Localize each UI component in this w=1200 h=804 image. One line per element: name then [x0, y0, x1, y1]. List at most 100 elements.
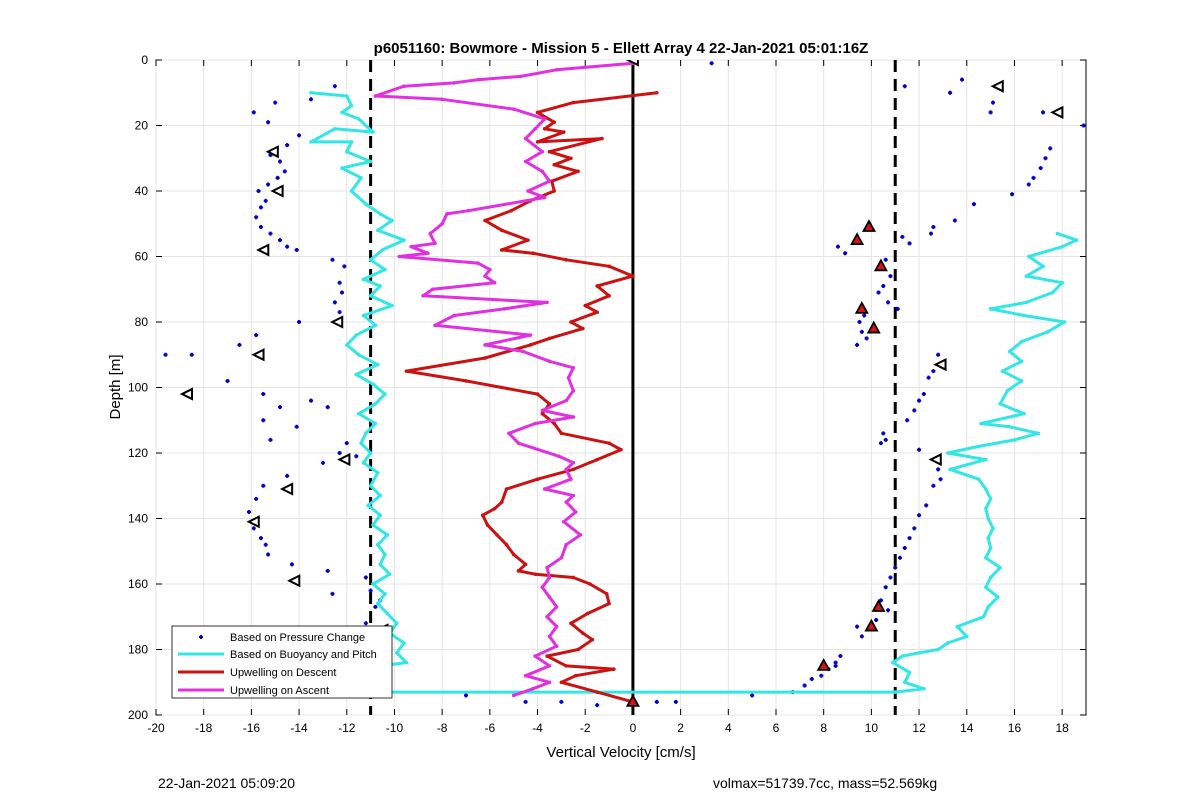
data-point-based-on-pressure-change [1026, 182, 1031, 187]
x-tick-label: 18 [1055, 721, 1069, 735]
legend-box [171, 625, 393, 699]
data-point-based-on-pressure-change [938, 477, 943, 482]
data-point-based-on-pressure-change [931, 225, 936, 230]
data-point-upwelling-on-ascent [545, 300, 549, 305]
data-point-upwelling-on-ascent [545, 565, 549, 570]
data-point-based-on-buoyancy-and-pitch [361, 461, 366, 465]
descent-triangle-marker [990, 79, 1004, 93]
data-point-upwelling-on-ascent [545, 614, 549, 619]
ascent-triangle-marker [625, 694, 640, 707]
data-point-based-on-buoyancy-and-pitch [356, 117, 361, 121]
data-point-upwelling-on-ascent [547, 595, 552, 599]
data-point-upwelling-on-descent [595, 310, 599, 314]
data-point-based-on-pressure-change [278, 159, 282, 164]
data-point-upwelling-on-ascent [523, 136, 528, 141]
legend-swatch-based-on-pressure-change [199, 635, 203, 639]
data-point-upwelling-on-ascent [571, 388, 576, 393]
data-point-based-on-buoyancy-and-pitch [385, 611, 390, 616]
data-point-based-on-pressure-change [883, 437, 888, 442]
data-point-based-on-pressure-change [263, 198, 268, 203]
data-point-based-on-buoyancy-and-pitch [378, 212, 382, 216]
data-point-based-on-buoyancy-and-pitch [1019, 339, 1024, 344]
data-point-upwelling-on-descent [547, 149, 552, 154]
data-point-upwelling-on-ascent [533, 654, 537, 658]
data-point-based-on-buoyancy-and-pitch [1007, 349, 1012, 354]
data-point-based-on-buoyancy-and-pitch [378, 513, 382, 518]
data-point-upwelling-on-descent [571, 575, 576, 580]
data-point-based-on-pressure-change [325, 568, 330, 573]
data-point-based-on-buoyancy-and-pitch [984, 506, 988, 511]
y-tick-label: 180 [128, 643, 148, 657]
data-point-upwelling-on-descent [559, 431, 564, 436]
data-point-based-on-buoyancy-and-pitch [936, 647, 940, 652]
data-point-upwelling-on-descent [569, 621, 573, 626]
data-point-upwelling-on-descent [564, 257, 568, 262]
x-tick-label: -18 [195, 721, 213, 735]
y-tick-label: 200 [128, 708, 148, 722]
ascent-triangle-marker [871, 599, 886, 612]
y-tick-label: 120 [128, 446, 148, 460]
data-point-based-on-pressure-change [709, 61, 714, 66]
data-point-based-on-pressure-change [855, 342, 860, 347]
data-point-based-on-buoyancy-and-pitch [361, 277, 366, 282]
data-point-upwelling-on-descent [619, 447, 623, 452]
data-point-based-on-pressure-change [912, 526, 917, 531]
data-point-based-on-buoyancy-and-pitch [349, 104, 354, 108]
x-tick-label: -2 [580, 721, 591, 735]
data-point-based-on-buoyancy-and-pitch [893, 690, 898, 694]
data-point-upwelling-on-descent [483, 218, 487, 223]
data-point-based-on-pressure-change [952, 218, 957, 223]
data-point-upwelling-on-descent [612, 667, 616, 671]
data-point-upwelling-on-descent [535, 140, 540, 144]
data-point-based-on-pressure-change [673, 699, 678, 704]
data-point-upwelling-on-ascent [564, 542, 568, 547]
data-point-based-on-buoyancy-and-pitch [1060, 280, 1064, 285]
x-tick-label: -14 [290, 721, 308, 735]
data-point-based-on-buoyancy-and-pitch [986, 605, 991, 609]
data-point-based-on-pressure-change [258, 205, 263, 210]
data-point-upwelling-on-descent [547, 402, 552, 406]
data-point-upwelling-on-ascent [571, 493, 576, 498]
data-point-upwelling-on-descent [571, 467, 576, 472]
data-point-upwelling-on-descent [600, 136, 604, 141]
data-point-upwelling-on-ascent [523, 159, 528, 164]
data-point-upwelling-on-ascent [523, 673, 528, 678]
data-point-based-on-buoyancy-and-pitch [375, 228, 380, 233]
descent-triangle-marker [246, 515, 260, 529]
data-point-upwelling-on-descent [581, 326, 585, 331]
data-point-upwelling-on-descent [492, 506, 497, 511]
data-point-upwelling-on-ascent [569, 477, 573, 482]
data-point-based-on-buoyancy-and-pitch [988, 575, 993, 580]
data-point-based-on-buoyancy-and-pitch [1074, 238, 1079, 242]
data-point-based-on-pressure-change [1081, 123, 1086, 128]
data-point-based-on-pressure-change [859, 329, 864, 334]
data-point-based-on-pressure-change [294, 247, 299, 252]
data-point-upwelling-on-descent [604, 592, 609, 596]
data-point-based-on-buoyancy-and-pitch [955, 624, 960, 629]
ascent-triangle-marker [873, 258, 888, 272]
data-point-based-on-buoyancy-and-pitch [986, 516, 991, 521]
data-point-based-on-pressure-change [898, 555, 902, 560]
data-point-upwelling-on-descent [499, 500, 504, 504]
data-point-based-on-pressure-change [282, 169, 287, 174]
data-point-based-on-buoyancy-and-pitch [378, 284, 382, 288]
data-point-upwelling-on-ascent [554, 624, 559, 629]
descent-triangle-marker [270, 184, 284, 198]
data-point-upwelling-on-descent [607, 264, 611, 269]
data-point-based-on-pressure-change [464, 693, 468, 698]
data-point-based-on-buoyancy-and-pitch [986, 536, 991, 540]
data-point-based-on-pressure-change [833, 660, 838, 665]
data-point-based-on-buoyancy-and-pitch [361, 313, 366, 318]
y-tick-label: 160 [128, 577, 148, 591]
reference-lines [369, 60, 897, 715]
data-point-based-on-buoyancy-and-pitch [907, 670, 912, 675]
data-point-based-on-buoyancy-and-pitch [371, 130, 375, 134]
data-point-upwelling-on-ascent [440, 97, 444, 102]
descent-triangle-marker [287, 574, 301, 588]
data-point-based-on-pressure-change [258, 225, 263, 230]
data-point-based-on-pressure-change [330, 591, 335, 596]
data-point-upwelling-on-descent [576, 647, 580, 652]
data-point-based-on-buoyancy-and-pitch [1041, 264, 1045, 269]
data-point-upwelling-on-ascent [557, 454, 561, 459]
x-axis-label: Vertical Velocity [cm/s] [546, 744, 695, 761]
